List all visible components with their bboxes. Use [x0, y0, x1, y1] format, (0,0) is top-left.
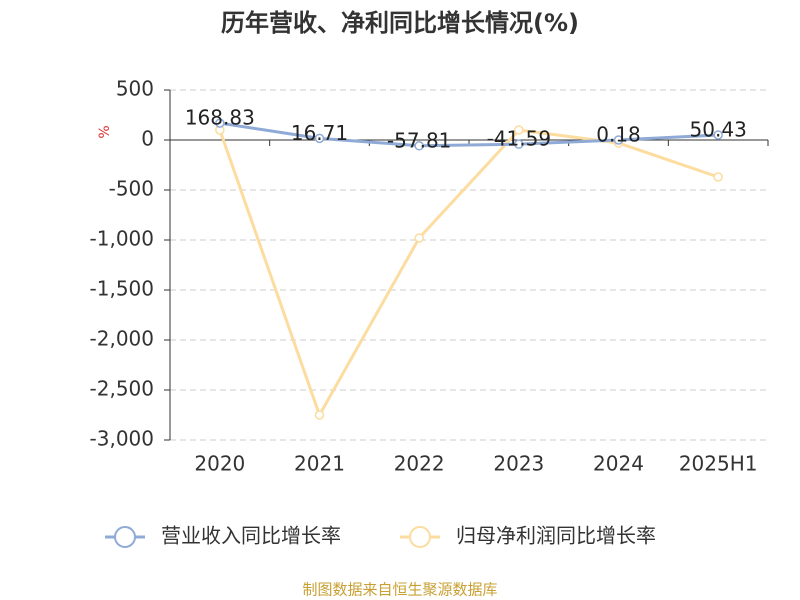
data-label: -57.81: [387, 128, 451, 152]
point-marker: [514, 125, 524, 135]
x-tick-label: 2024: [593, 452, 644, 476]
point-marker: [314, 410, 325, 420]
y-tick-label: -1,000: [90, 227, 154, 251]
legend-label: 归母净利润同比增长率: [456, 524, 656, 548]
y-tick-label: 500: [116, 77, 154, 101]
y-tick-label: -1,500: [90, 277, 154, 301]
y-tick-label: -3,000: [90, 427, 154, 451]
series-line: [218, 128, 719, 419]
chart-title: 历年营收、净利同比增长情况(%): [221, 9, 579, 37]
x-tick-label: 2020: [194, 452, 245, 476]
y-tick-label: -500: [109, 177, 154, 201]
series-line: [219, 121, 719, 148]
point-marker: [414, 141, 424, 151]
x-tick-label: 2022: [394, 452, 445, 476]
y-tick-label: -2,500: [90, 377, 154, 401]
data-label: -41.59: [487, 127, 551, 151]
point-marker: [613, 135, 624, 145]
data-label: 16.71: [291, 121, 348, 145]
x-tick-label: 2025H1: [679, 452, 758, 476]
data-label: 0.18: [596, 122, 641, 146]
legend-label: 营业收入同比增长率: [161, 524, 341, 548]
legend-marker: [114, 526, 136, 548]
legend-marker: [409, 526, 431, 548]
y-tick-label: -2,000: [90, 327, 154, 351]
point-marker: [713, 130, 723, 140]
point-marker: [514, 139, 524, 149]
x-tick-label: 2021: [294, 452, 345, 476]
point-marker: [414, 233, 424, 243]
data-label: 168.83: [185, 106, 255, 130]
y-axis-label: %: [97, 125, 113, 138]
point-marker: [314, 133, 325, 144]
point-marker: [713, 172, 723, 182]
y-tick-label: 0: [141, 127, 154, 151]
x-tick-label: 2023: [493, 452, 544, 476]
data-label: 50.43: [690, 117, 747, 141]
point-marker: [215, 118, 225, 128]
source-note: 制图数据来自恒生聚源数据库: [302, 581, 497, 599]
